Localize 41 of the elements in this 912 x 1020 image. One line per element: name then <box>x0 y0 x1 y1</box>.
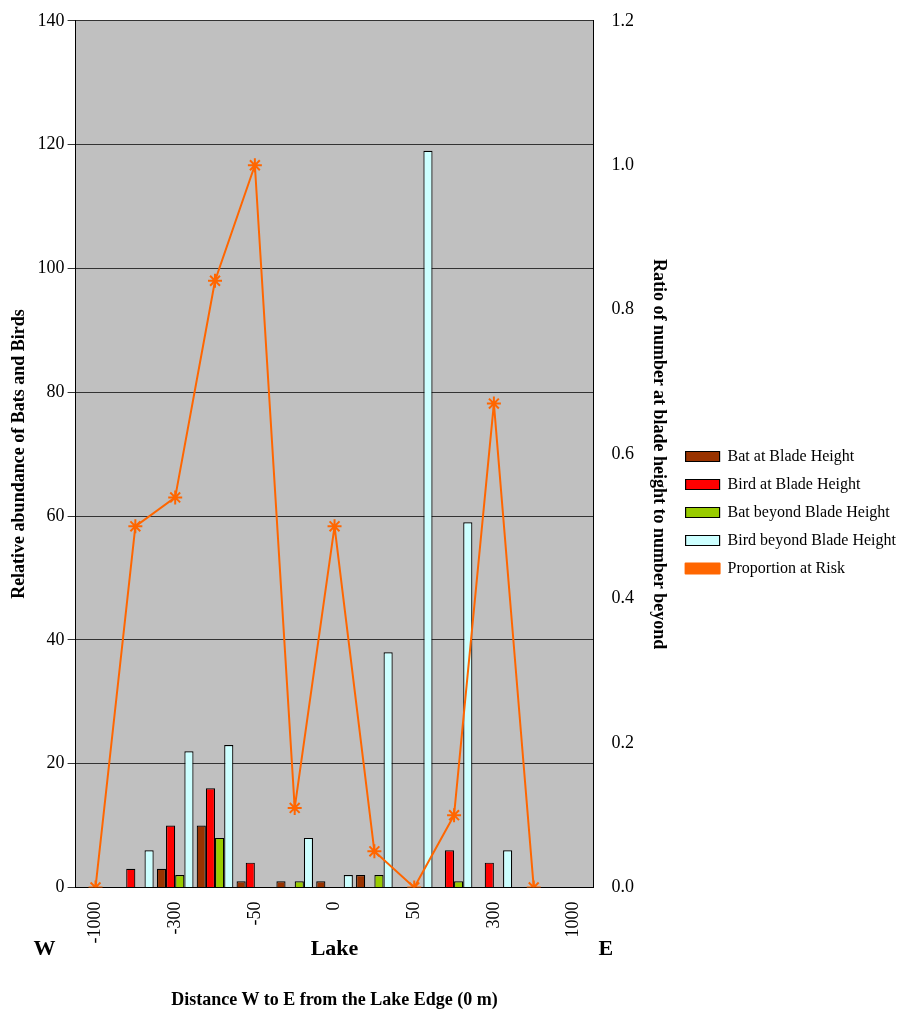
x-tick-label: -50 <box>243 901 264 926</box>
point <box>485 395 502 412</box>
y2-tick-label: 1.0 <box>611 153 634 174</box>
x-tick-label: -1000 <box>84 901 105 944</box>
y2-axis-title: Ratio of number at blade height to number beyond <box>650 258 671 650</box>
y2-tick-label: 0.2 <box>611 731 634 752</box>
x-tick-label: 50 <box>402 901 423 920</box>
y-tick-label: 20 <box>46 752 65 773</box>
y-tick-label: 100 <box>37 257 65 278</box>
y-tick-label: 140 <box>37 9 65 30</box>
y-tick-label: 40 <box>46 628 65 649</box>
y-tick-label: 120 <box>37 133 65 154</box>
y2-tick-label: 0.8 <box>611 298 634 319</box>
x-tick-label: -300 <box>163 901 184 935</box>
text: Lake <box>310 935 359 961</box>
point <box>446 807 463 824</box>
legend-label: Bat at Blade Height <box>727 446 855 465</box>
legend-label: Bird beyond Blade Height <box>727 530 897 549</box>
y2-tick-label: 1.2 <box>611 9 634 30</box>
x-axis-title: Distance W to E from the Lake Edge (0 m) <box>171 988 498 1010</box>
legend-label: Bird at Blade Height <box>727 474 861 493</box>
y-axis-title: Relative abundance of Bats and Birds <box>8 309 29 599</box>
legend-label: Bat beyond Blade Height <box>727 502 891 521</box>
x-tick-label: 300 <box>482 901 503 929</box>
point <box>286 799 303 816</box>
point <box>366 843 383 860</box>
x-tick-label: 1000 <box>562 901 583 938</box>
y2-tick-label: 0.0 <box>611 876 634 897</box>
x-tick-label: 0 <box>323 901 344 911</box>
y-tick-label: 80 <box>46 380 65 401</box>
y2-tick-label: 0.6 <box>611 442 634 463</box>
point <box>246 157 263 174</box>
y-tick-label: 0 <box>55 876 65 897</box>
point <box>167 489 184 506</box>
y2-tick-label: 0.4 <box>611 587 634 608</box>
point <box>127 518 144 535</box>
text: W <box>33 935 56 961</box>
legend-label: Proportion at Risk <box>727 558 845 577</box>
point <box>207 272 224 289</box>
text: E <box>598 935 614 961</box>
y-tick-label: 60 <box>46 504 65 525</box>
